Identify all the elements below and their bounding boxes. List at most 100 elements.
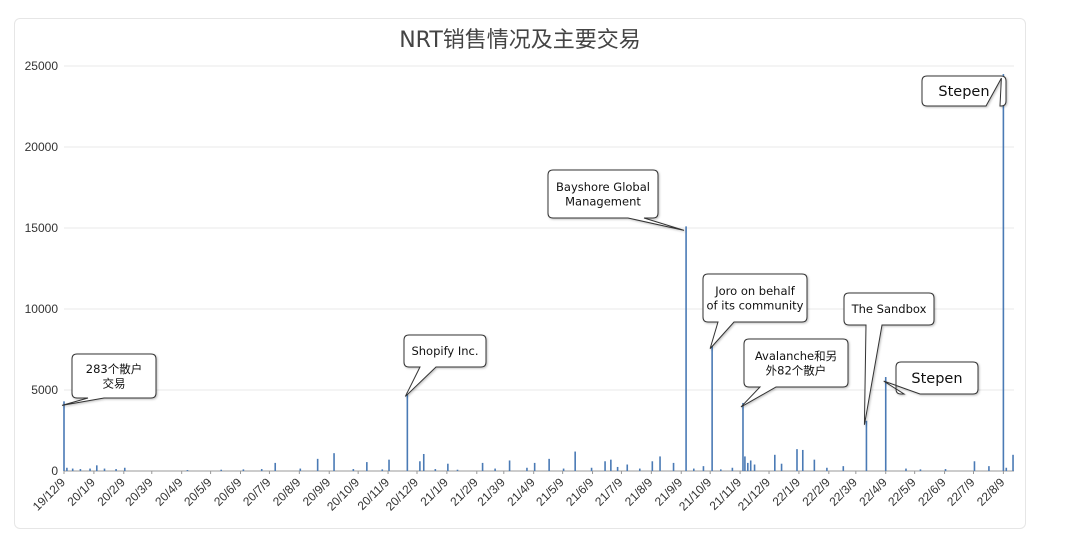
bar <box>274 462 277 471</box>
bar <box>651 461 654 471</box>
bar <box>63 401 65 471</box>
bar <box>1005 467 1008 471</box>
bar <box>749 460 752 471</box>
bars <box>63 74 1014 471</box>
bar <box>574 451 576 471</box>
bar <box>299 468 302 471</box>
bar <box>366 462 368 471</box>
bar <box>71 468 74 471</box>
callout-bubble <box>61 353 157 406</box>
bar <box>352 469 355 471</box>
callout-text: Joro on behalf <box>714 284 795 298</box>
x-tick-label: 21/8/9 <box>622 475 656 509</box>
bar <box>79 469 82 471</box>
x-tick-label: 20/2/9 <box>94 475 128 509</box>
bar <box>801 449 804 471</box>
bar <box>747 462 749 471</box>
bar <box>604 461 606 471</box>
x-tick-label: 20/7/9 <box>240 475 274 509</box>
bar <box>220 469 223 471</box>
x-tick-label: 22/2/9 <box>799 475 833 509</box>
bar <box>333 453 335 471</box>
callout-text: 外82个散户 <box>766 363 827 377</box>
bar <box>481 462 484 471</box>
callout: Stepen <box>921 75 1007 107</box>
x-tick-label: 21/3/9 <box>474 475 508 509</box>
callout-text: The Sandbox <box>851 302 927 316</box>
callout-text: 283个散户 <box>86 362 142 376</box>
chart-title: NRT销售情况及主要交易 <box>399 28 641 53</box>
bar <box>95 465 98 471</box>
x-tick-label: 20/10/9 <box>324 475 362 513</box>
callout: The Sandbox <box>843 292 935 425</box>
bar <box>610 459 612 471</box>
y-tick-label: 15000 <box>25 221 59 235</box>
bar <box>626 464 629 471</box>
x-tick-label: 21/1/9 <box>418 475 452 509</box>
callout-bubble <box>403 334 487 397</box>
x-tick-label: 21/12/9 <box>735 475 773 513</box>
bar <box>123 467 126 471</box>
bar <box>944 469 947 471</box>
x-tick-label: 22/5/9 <box>885 475 919 509</box>
bar <box>988 466 990 471</box>
callout-text: Stepen <box>938 84 989 100</box>
bar <box>590 467 593 471</box>
bar <box>753 464 756 471</box>
callout-text: Avalanche和另 <box>755 349 837 363</box>
bar <box>685 226 687 471</box>
bar <box>744 456 746 471</box>
bar <box>1002 74 1005 471</box>
x-tick-label: 22/7/9 <box>944 475 978 509</box>
x-tick-label: 20/8/9 <box>270 475 304 509</box>
x-tick-label: 22/6/9 <box>915 475 949 509</box>
bar <box>659 456 661 471</box>
bar <box>447 463 449 471</box>
y-tick-label: 25000 <box>25 59 59 73</box>
bar <box>494 468 496 471</box>
bar <box>422 453 425 471</box>
callout-text: 交易 <box>103 376 126 390</box>
bar <box>456 469 459 471</box>
bar <box>796 449 798 471</box>
callout: Stepen <box>883 361 979 395</box>
bar <box>186 470 189 471</box>
x-tick-label: 21/10/9 <box>676 475 714 513</box>
bar <box>616 466 619 471</box>
bar <box>260 469 263 471</box>
callout-bubble <box>883 361 979 395</box>
x-tick-label: 20/12/9 <box>383 475 421 513</box>
x-tick-label: 20/6/9 <box>211 475 245 509</box>
bar <box>720 469 722 471</box>
x-tick-label: 21/6/9 <box>563 475 597 509</box>
bar <box>434 469 437 471</box>
x-tick-label: 20/5/9 <box>181 475 215 509</box>
x-tick-label: 19/12/9 <box>30 475 68 513</box>
bar <box>419 461 421 471</box>
y-tick-label: 20000 <box>25 140 59 154</box>
callout-text: Shopify Inc. <box>411 344 478 358</box>
bar <box>508 460 511 471</box>
bar <box>103 468 106 471</box>
bar <box>672 462 675 471</box>
bar <box>780 463 783 471</box>
bar <box>242 469 245 471</box>
x-tick-label: 21/7/9 <box>592 475 626 509</box>
bar <box>731 467 734 471</box>
x-tick-label: 20/3/9 <box>122 475 156 509</box>
bar <box>826 467 828 471</box>
bar <box>905 468 907 471</box>
x-tick-label: 22/8/9 <box>974 475 1008 509</box>
callout-bubble <box>547 169 685 231</box>
callout-bubble <box>843 292 935 425</box>
bar <box>919 469 922 471</box>
bar <box>973 461 976 471</box>
bar <box>533 462 536 471</box>
bar <box>702 466 705 471</box>
bar <box>406 392 409 471</box>
bar <box>381 469 384 471</box>
